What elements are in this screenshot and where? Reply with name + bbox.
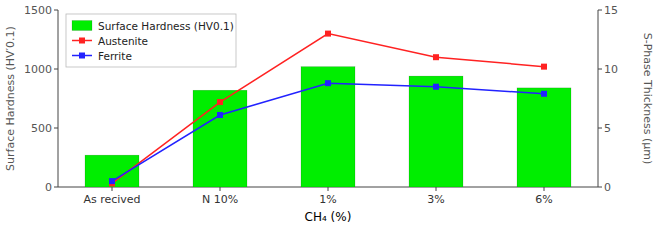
y2-tick-label: 5: [604, 122, 611, 135]
legend-label: Ferrite: [98, 50, 132, 62]
chart: 0 500 1000 1500 0 5 10 15 As recived N 10% 1% 3% 6% C…: [0, 0, 656, 227]
line: [112, 83, 544, 181]
bar: [301, 67, 355, 187]
bar: [409, 76, 463, 187]
y2-axis-label: S-Phase Thickness (μm): [641, 33, 654, 164]
y-tick: [54, 69, 58, 70]
y-tick-label: 0: [45, 181, 52, 194]
y-tick: [54, 128, 58, 129]
y2-tick: [598, 128, 602, 129]
x-tick: [544, 187, 545, 191]
y-tick-label: 500: [31, 122, 52, 135]
x-tick-label: N 10%: [202, 193, 238, 206]
marker: [217, 99, 223, 105]
legend-swatch: [72, 21, 92, 31]
legend-label: Austenite: [98, 35, 148, 47]
bar: [517, 88, 571, 187]
y-tick: [54, 10, 58, 11]
legend: Surface Hardness (HV0.1) Austenite Ferrite: [66, 14, 236, 67]
y2-tick-label: 15: [604, 4, 618, 17]
y-axis-line: [58, 10, 59, 187]
marker: [325, 31, 331, 37]
marker: [109, 178, 115, 184]
marker: [541, 64, 547, 70]
y2-tick: [598, 69, 602, 70]
x-tick-label: As recived: [83, 193, 140, 206]
legend-label: Surface Hardness (HV0.1): [98, 20, 234, 32]
y2-tick-label: 10: [604, 63, 618, 76]
x-tick-label: 3%: [427, 193, 444, 206]
marker: [433, 54, 439, 60]
marker: [325, 80, 331, 86]
y2-tick: [598, 10, 602, 11]
marker: [217, 112, 223, 118]
x-tick: [328, 187, 329, 191]
legend-frame: [66, 14, 236, 67]
legend-marker: [79, 38, 85, 44]
x-axis-label: CH₄ (%): [305, 210, 352, 224]
legend-marker: [79, 53, 85, 59]
y-tick: [54, 187, 58, 188]
y-tick-label: 1000: [24, 63, 52, 76]
marker: [433, 84, 439, 90]
y-axis-label: Surface Hardness (HV′0.1): [4, 26, 17, 171]
x-tick-label: 1%: [319, 193, 336, 206]
x-tick: [220, 187, 221, 191]
x-tick: [436, 187, 437, 191]
y-tick-label: 1500: [24, 4, 52, 17]
y2-tick-label: 0: [604, 181, 611, 194]
bar: [85, 155, 139, 187]
x-tick: [112, 187, 113, 191]
marker: [541, 91, 547, 97]
x-tick-label: 6%: [535, 193, 552, 206]
y2-tick: [598, 187, 602, 188]
y2-axis-line: [598, 10, 599, 187]
bar: [193, 90, 247, 187]
